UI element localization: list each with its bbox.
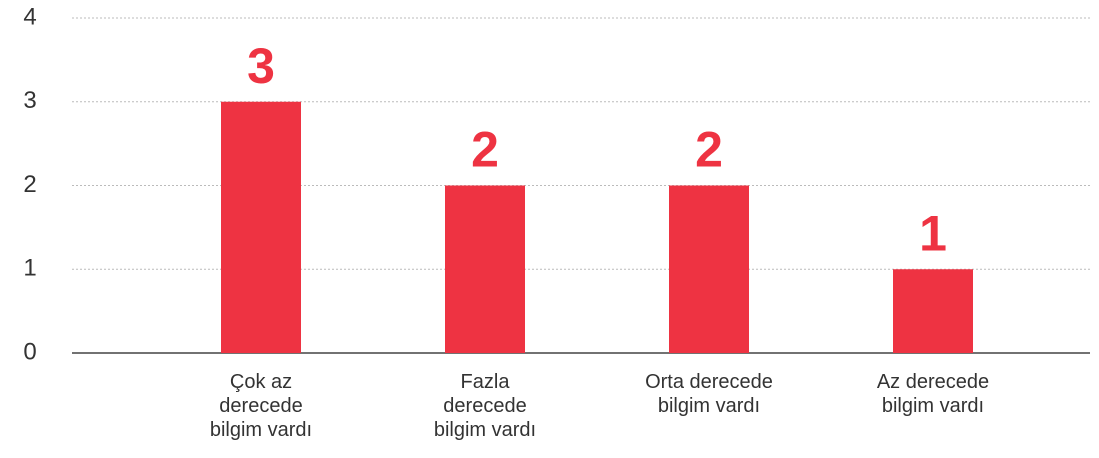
value-label: 2: [695, 122, 723, 178]
y-tick-label: 3: [23, 87, 36, 114]
x-tick-label: Çok az derecede bilgim vardı: [209, 371, 313, 441]
bar: [669, 185, 749, 353]
y-tick-label: 1: [23, 255, 36, 282]
bar: [445, 185, 525, 353]
value-label: 2: [471, 122, 499, 178]
y-tick-label: 0: [23, 338, 36, 365]
value-label: 3: [247, 38, 275, 94]
x-tick-label: Az derecede bilgim vardı: [876, 371, 990, 417]
x-tick-label: Fazla derecede bilgim vardı: [433, 371, 537, 441]
bar: [221, 101, 301, 353]
bar: [893, 269, 973, 353]
x-tick-label: Orta derecede bilgim vardı: [645, 371, 773, 417]
y-tick-label: 2: [23, 171, 36, 198]
value-label: 1: [919, 205, 947, 261]
y-tick-label: 4: [23, 3, 36, 30]
